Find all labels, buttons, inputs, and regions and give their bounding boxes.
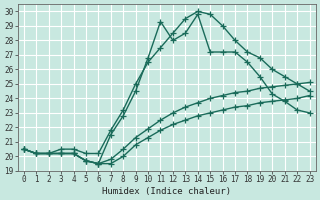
X-axis label: Humidex (Indice chaleur): Humidex (Indice chaleur) xyxy=(102,187,231,196)
